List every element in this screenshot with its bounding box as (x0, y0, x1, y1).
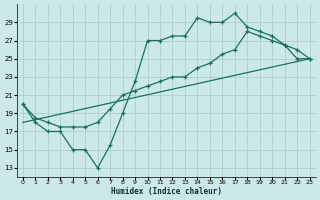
X-axis label: Humidex (Indice chaleur): Humidex (Indice chaleur) (111, 187, 222, 196)
